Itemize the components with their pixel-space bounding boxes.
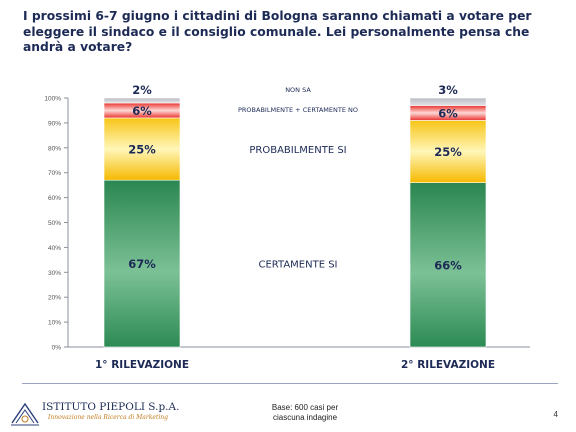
data-label: 67%: [128, 257, 156, 271]
y-tick-label: 30%: [48, 270, 61, 277]
chart-title: I prossimi 6-7 giugno i cittadini di Bol…: [23, 9, 532, 54]
logo-tagline: Innovazione nella Ricerca di Marketing: [48, 414, 168, 421]
data-label: 25%: [128, 143, 156, 157]
legend-label: CERTAMENTE SI: [258, 260, 337, 271]
y-tick-label: 100%: [44, 96, 61, 103]
sample-base-note: Base: 600 casi per ciascuna indagine: [250, 403, 360, 423]
page-number: 4: [553, 410, 558, 419]
bar-segment-non-sa: [103, 97, 181, 104]
logo-emblem-icon: [11, 402, 39, 426]
data-label: 3%: [438, 83, 458, 97]
company-logo: ISTITUTO PIEPOLI S.p.A. Innovazione nell…: [10, 399, 179, 429]
data-label: 6%: [438, 106, 458, 120]
x-category-label: 1° RILEVAZIONE: [95, 359, 189, 371]
y-tick-label: 80%: [48, 145, 61, 152]
y-tick-label: 90%: [48, 120, 61, 127]
legend-label: NON SA: [285, 86, 311, 94]
base-note-line1: Base: 600 casi per: [271, 403, 339, 412]
footer-divider: [22, 383, 558, 384]
legend-label: PROBABILMENTE SI: [249, 145, 346, 156]
y-tick-label: 40%: [48, 245, 61, 252]
y-tick-label: 50%: [48, 220, 61, 227]
logo-company-name: ISTITUTO PIEPOLI S.p.A.: [42, 401, 180, 413]
stacked-bar-chart: 0% 10% 20% 30% 40% 50% 60% 70% 80% 90% 100% 67% 25%…: [44, 83, 530, 371]
data-label: 25%: [434, 145, 462, 159]
y-tick-label: 10%: [48, 320, 61, 327]
y-tick-label: 0%: [52, 345, 62, 352]
data-label: 66%: [434, 258, 462, 272]
data-label: 2%: [132, 83, 152, 97]
bar-segment-certamente-si: [409, 182, 487, 348]
y-tick-label: 60%: [48, 195, 61, 202]
y-tick-label: 20%: [48, 295, 61, 302]
legend-label: PROBABILMENTE + CERTAMENTE NO: [238, 106, 358, 114]
y-tick-label: 70%: [48, 170, 61, 177]
data-label: 6%: [132, 104, 152, 118]
base-note-line2: ciascuna indagine: [272, 413, 338, 422]
x-category-label: 2° RILEVAZIONE: [401, 359, 495, 371]
bar-segment-non-sa: [409, 97, 487, 106]
